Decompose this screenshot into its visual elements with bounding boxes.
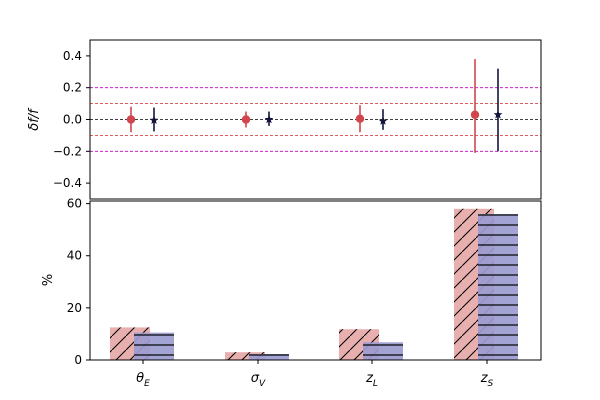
bar-hatch — [249, 354, 289, 360]
data-point — [264, 114, 274, 124]
y-tick-label: 20 — [67, 301, 82, 315]
top-y-axis-label: δf/f — [27, 107, 42, 131]
y-tick-label: 0.4 — [63, 49, 82, 63]
x-tick-label: zL — [365, 371, 378, 389]
bar-hatch — [478, 214, 518, 360]
bottom-bar-panel: 0 20 40 60 θE σV zL zS % — [41, 197, 542, 389]
x-ticks: θE σV zL zS — [136, 360, 494, 389]
bottom-y-axis-label: % — [41, 274, 56, 286]
y-tick-label: 0 — [74, 353, 82, 367]
data-point — [149, 115, 159, 125]
data-point — [378, 116, 388, 125]
data-point — [493, 110, 503, 119]
x-tick-label: zS — [480, 371, 494, 389]
data-point — [126, 115, 136, 124]
bottom-y-ticks: 0 20 40 60 — [67, 197, 90, 367]
bar-hatch — [134, 332, 174, 360]
top-error-panel: 0.4 0.2 0.0 −0.2 −0.4 δf/f — [27, 39, 542, 200]
bar-hatch — [225, 352, 265, 360]
y-tick-label: −0.4 — [53, 176, 82, 190]
x-tick-label: σV — [251, 371, 266, 389]
data-point — [241, 115, 251, 124]
y-tick-label: 40 — [67, 249, 82, 263]
y-tick-label: −0.2 — [53, 144, 82, 158]
bar-series — [110, 208, 518, 360]
error-series — [126, 59, 503, 153]
data-point — [355, 114, 365, 123]
bar-hatch — [363, 342, 403, 360]
x-tick-label: θE — [136, 371, 150, 389]
reference-lines — [90, 87, 541, 152]
bottom-axes-frame — [89, 200, 542, 361]
top-y-ticks: 0.4 0.2 0.0 −0.2 −0.4 — [53, 49, 90, 190]
y-tick-label: 0.0 — [63, 113, 82, 127]
data-point — [470, 110, 480, 119]
y-tick-label: 60 — [67, 197, 82, 211]
y-tick-label: 0.2 — [63, 81, 82, 95]
